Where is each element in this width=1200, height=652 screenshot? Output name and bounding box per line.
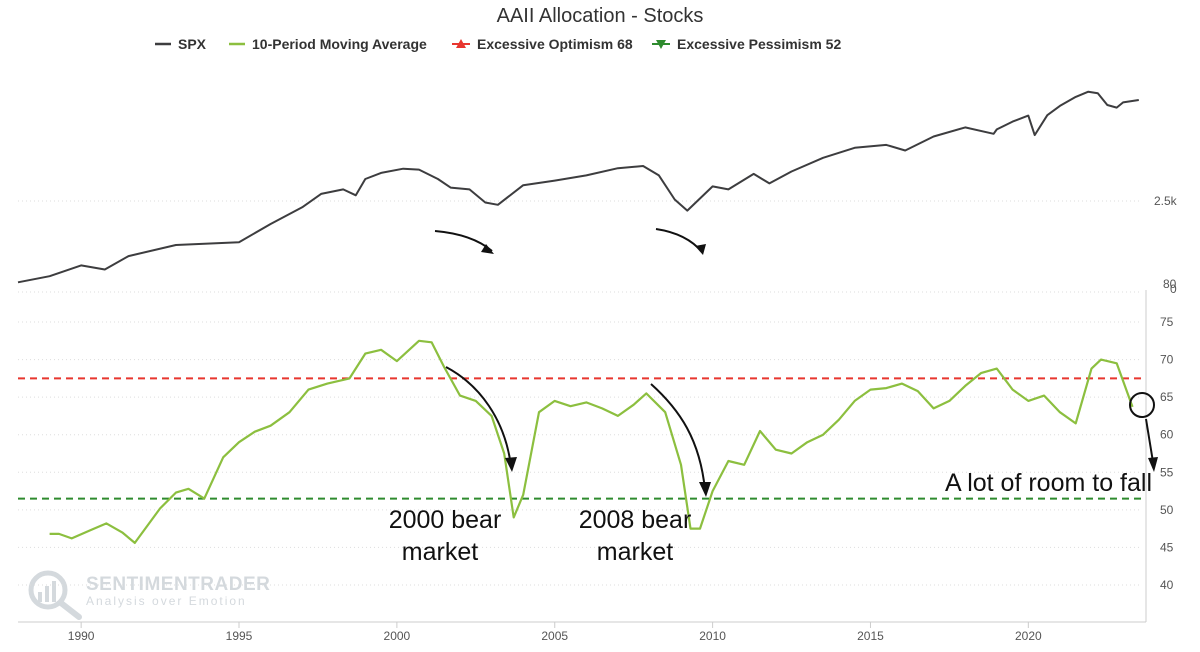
lower-axis-tick-label: 45 xyxy=(1160,540,1174,554)
upper-axis-tick-label: 80 xyxy=(1163,277,1177,291)
annotation-2000-line-2: market xyxy=(402,538,478,566)
lower-axis-tick-label: 70 xyxy=(1160,353,1174,367)
triangle-down-icon xyxy=(656,40,666,49)
lower-axis-tick-label: 50 xyxy=(1160,503,1174,517)
spx-series-line xyxy=(17,90,1139,284)
axes: 40 45 50 55 60 65 70 75 2.5k 800 1990 1995 2000 2005 2… xyxy=(18,194,1178,643)
annotation-arrow-spx-2000 xyxy=(434,230,493,252)
moving-average-series-line xyxy=(49,339,1134,544)
annotation-arrow-spx-2008 xyxy=(655,228,703,253)
annotation-2008-line-2: market xyxy=(597,538,673,566)
annotation-2008-bear-market: 2008 bear market xyxy=(579,228,711,566)
arrowhead-icon xyxy=(481,244,494,254)
x-axis-tick-label: 2010 xyxy=(699,629,726,643)
upper-axis-tick-label: 2.5k xyxy=(1154,194,1178,208)
arrowhead-icon xyxy=(505,457,517,472)
chart-title: AAII Allocation - Stocks xyxy=(497,5,704,27)
annotation-room-to-fall-text: A lot of room to fall xyxy=(945,469,1152,497)
annotation-2000-line-1: 2000 bear xyxy=(389,506,502,534)
annotation-circle-current xyxy=(1129,392,1155,418)
x-axis-tick-label: 1995 xyxy=(226,629,253,643)
series-lines xyxy=(17,90,1139,544)
sentimentrader-watermark: SENTIMENTRADER Analysis over Emotion xyxy=(28,570,270,620)
annotation-room-to-fall: A lot of room to fall xyxy=(945,392,1158,497)
legend-label-excessive-pessimism: Excessive Pessimism 52 xyxy=(677,36,841,52)
lower-axis-tick-label: 65 xyxy=(1160,390,1174,404)
x-axis-tick-label: 2015 xyxy=(857,629,884,643)
upper-axis-tick-label: 0 xyxy=(1170,282,1177,296)
annotation-arrow-ma-2008 xyxy=(650,383,706,491)
lower-axis-tick-label: 40 xyxy=(1160,578,1174,592)
x-axis-tick-label: 2005 xyxy=(541,629,568,643)
threshold-lines xyxy=(18,377,1146,500)
legend-label-excessive-optimism: Excessive Optimism 68 xyxy=(477,36,633,52)
legend-label-spx: SPX xyxy=(178,36,207,52)
arrowhead-icon xyxy=(1148,457,1158,472)
lower-axis-tick-label: 55 xyxy=(1160,465,1174,479)
annotation-2008-line-1: 2008 bear xyxy=(579,506,692,534)
x-axis-tick-label: 1990 xyxy=(68,629,95,643)
legend-item-excessive-optimism[interactable]: Excessive Optimism 68 xyxy=(452,36,633,52)
x-axis-tick-label: 2000 xyxy=(384,629,411,643)
watermark-tagline: Analysis over Emotion xyxy=(86,594,247,608)
triangle-up-icon xyxy=(456,39,466,48)
x-axis-tick-label: 2020 xyxy=(1015,629,1042,643)
magnifier-logo-icon xyxy=(28,570,82,620)
annotation-2000-bear-market: 2000 bear market xyxy=(389,230,517,566)
lower-axis-tick-label: 75 xyxy=(1160,315,1174,329)
annotations: 2000 bear market 2008 bear market A lot … xyxy=(389,228,1158,566)
legend-item-excessive-pessimism[interactable]: Excessive Pessimism 52 xyxy=(652,36,841,52)
annotation-arrow-ma-2000 xyxy=(445,366,512,467)
legend-item-moving-average[interactable]: 10-Period Moving Average xyxy=(229,36,427,52)
arrowhead-icon xyxy=(695,244,706,255)
legend: SPX 10-Period Moving Average Excessive O… xyxy=(155,36,841,52)
arrowhead-icon xyxy=(699,482,711,497)
legend-label-moving-average: 10-Period Moving Average xyxy=(252,36,427,52)
lower-axis-tick-label: 60 xyxy=(1160,428,1174,442)
watermark-brand: SENTIMENTRADER xyxy=(86,574,270,595)
legend-item-spx[interactable]: SPX xyxy=(155,36,207,52)
annotation-arrow-room-to-fall xyxy=(1145,418,1154,463)
